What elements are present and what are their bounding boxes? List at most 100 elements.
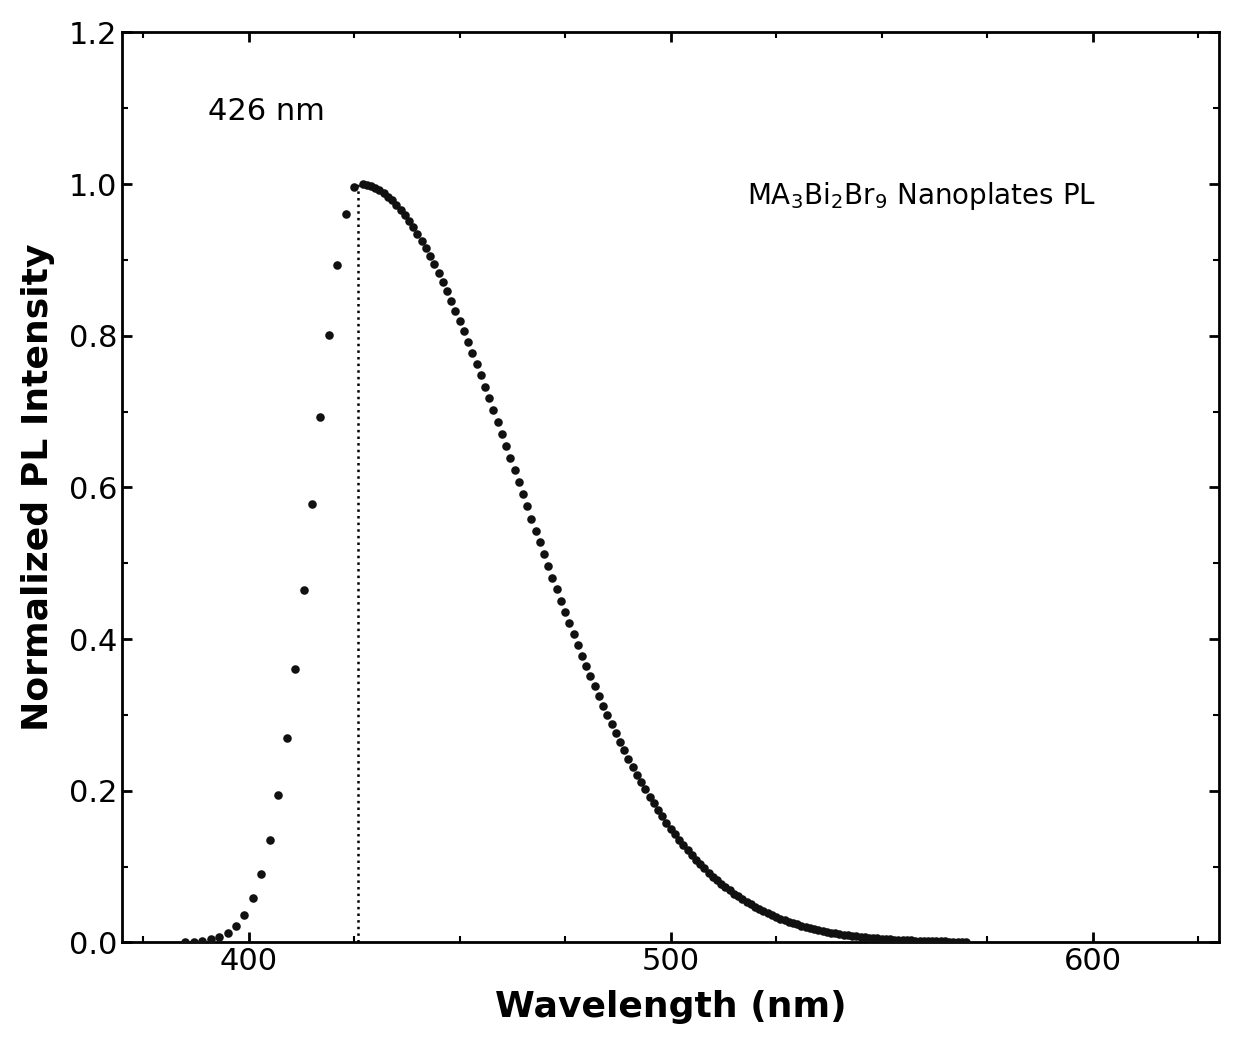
Point <box>445 302 465 319</box>
Point <box>593 697 613 714</box>
Point <box>543 570 563 586</box>
Point <box>897 932 916 949</box>
Point <box>800 920 820 936</box>
Point <box>884 931 904 948</box>
Point <box>218 925 238 942</box>
Point <box>610 734 630 750</box>
Point <box>854 929 874 946</box>
Point <box>361 178 381 194</box>
Point <box>808 922 828 938</box>
Point <box>796 919 816 935</box>
Point <box>715 879 735 896</box>
Point <box>918 933 937 950</box>
Point <box>408 225 428 241</box>
Point <box>415 239 435 256</box>
Point <box>872 930 892 947</box>
Point <box>851 928 870 945</box>
Point <box>952 933 972 950</box>
Point <box>644 795 663 812</box>
Point <box>944 933 963 950</box>
Point <box>791 918 811 934</box>
Point <box>310 409 330 425</box>
Point <box>842 927 862 944</box>
Point <box>526 522 546 539</box>
Point <box>905 932 925 949</box>
Point <box>719 882 739 899</box>
Point <box>517 498 537 515</box>
Point <box>775 912 795 929</box>
Point <box>585 678 605 695</box>
Point <box>833 926 853 943</box>
Point <box>677 842 697 859</box>
Point <box>779 913 799 930</box>
Point <box>319 327 339 344</box>
Point <box>601 716 621 733</box>
Point <box>450 312 470 329</box>
Point <box>749 901 769 918</box>
Point <box>784 914 804 931</box>
Point <box>821 924 841 940</box>
Y-axis label: Normalized PL Intensity: Normalized PL Intensity <box>21 243 55 732</box>
Point <box>673 837 693 854</box>
Point <box>893 932 913 949</box>
Point <box>812 923 832 939</box>
Point <box>226 918 246 934</box>
Point <box>505 462 525 479</box>
Point <box>420 248 440 264</box>
Point <box>694 860 714 877</box>
Point <box>670 832 689 849</box>
Point <box>547 581 567 598</box>
Point <box>935 933 955 950</box>
Point <box>508 473 528 490</box>
Point <box>556 604 575 621</box>
Point <box>243 889 263 906</box>
Point <box>787 916 807 933</box>
Point <box>492 425 512 442</box>
Point <box>733 891 753 908</box>
Point <box>370 182 389 199</box>
Point <box>847 928 867 945</box>
Point <box>466 355 486 372</box>
Point <box>357 177 377 193</box>
Point <box>475 378 495 395</box>
Point <box>529 534 549 551</box>
Point <box>631 773 651 790</box>
Point <box>649 802 668 818</box>
Point <box>923 933 942 950</box>
Point <box>484 402 503 419</box>
Point <box>391 202 410 218</box>
Point <box>382 192 402 209</box>
Point <box>622 759 642 775</box>
Point <box>403 218 423 235</box>
Point <box>745 899 765 915</box>
Point <box>551 593 570 609</box>
Point <box>366 180 386 196</box>
Point <box>572 647 591 664</box>
Point <box>210 929 229 946</box>
Point <box>378 188 398 205</box>
Point <box>184 933 203 950</box>
Point <box>412 232 432 249</box>
Point <box>327 257 347 274</box>
Point <box>652 808 672 825</box>
Point <box>627 766 647 783</box>
Point <box>686 852 706 868</box>
Point <box>436 283 456 300</box>
Point <box>424 256 444 273</box>
Point <box>926 933 946 950</box>
Point <box>201 931 221 948</box>
Point <box>656 814 676 831</box>
Point <box>859 929 879 946</box>
Point <box>635 781 655 797</box>
Point <box>352 176 372 192</box>
Point <box>454 323 474 340</box>
Point <box>770 910 790 927</box>
Point <box>598 706 618 723</box>
Point <box>737 893 756 910</box>
Point <box>399 212 419 229</box>
Point <box>487 414 507 431</box>
Point <box>252 865 272 882</box>
Point <box>285 660 305 677</box>
Point <box>501 449 521 466</box>
Point <box>703 868 723 885</box>
